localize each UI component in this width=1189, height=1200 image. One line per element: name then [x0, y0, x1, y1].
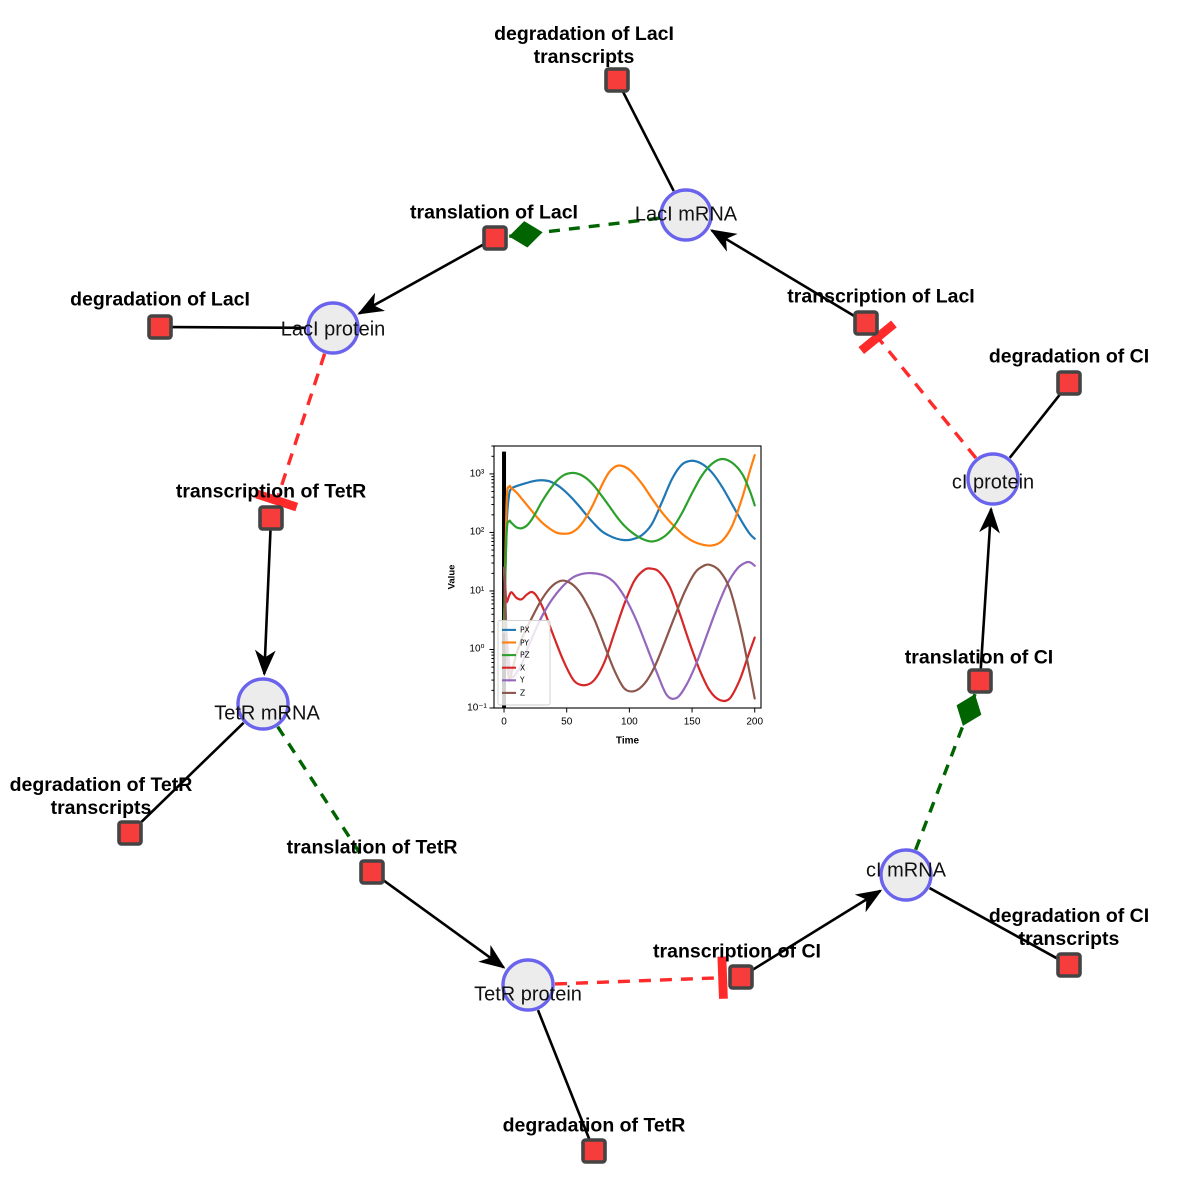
reaction-node-tx_laci[interactable]: [853, 310, 879, 336]
edge-activation: [276, 725, 367, 863]
chart-legend-label-PZ: PZ: [520, 650, 530, 660]
reaction-node-deg_ci_tx[interactable]: [1056, 952, 1082, 978]
edge-layer: [137, 90, 1063, 1141]
chart-legend-label-PY: PY: [520, 638, 529, 647]
species-node-tetr_mrna[interactable]: [236, 677, 290, 731]
edge-flux: [380, 877, 506, 969]
chart-ylabel: Value: [446, 564, 458, 590]
edge-flux: [979, 506, 1000, 670]
reaction-node-deg_tetr_tx[interactable]: [117, 820, 143, 846]
reaction-node-transl_ci[interactable]: [967, 668, 993, 694]
chart-legend-label-X: X: [520, 663, 526, 673]
chart-legend-label-Z: Z: [520, 688, 526, 698]
reaction-node-deg_tetr[interactable]: [581, 1138, 607, 1164]
edge-flux: [171, 325, 307, 330]
species-node-laci_mrna[interactable]: [659, 188, 713, 242]
species-node-tetr_prot[interactable]: [501, 958, 555, 1012]
edge-activation: [508, 216, 660, 248]
chart-series-PX: [502, 459, 756, 633]
edge-flux: [1008, 391, 1063, 459]
edge-flux: [750, 889, 883, 972]
species-node-laci_prot[interactable]: [306, 301, 360, 355]
chart-series-X: [502, 566, 756, 703]
reaction-node-deg_laci[interactable]: [147, 314, 173, 340]
chart-series-PZ: [502, 457, 756, 633]
chart-legend-label-Y: Y: [520, 675, 525, 685]
chart-legend-label-PX: PX: [520, 625, 530, 635]
species-node-ci_prot[interactable]: [966, 452, 1020, 506]
reaction-node-transl_laci[interactable]: [482, 225, 508, 251]
reaction-node-deg_ci[interactable]: [1056, 370, 1082, 396]
edge-flux: [137, 721, 245, 826]
edge-inhibition: [554, 956, 728, 999]
edge-flux: [621, 90, 675, 192]
edge-activation: [914, 693, 982, 851]
chart-xtick-4: 200: [746, 716, 764, 728]
chart-ytick-1: 10⁰: [469, 643, 485, 655]
chart-xlabel: Time: [615, 735, 640, 747]
edge-inhibition: [255, 353, 327, 512]
chart-ytick-3: 10²: [469, 526, 485, 538]
chart-series-PY: [502, 453, 756, 633]
chart-xtick-3: 150: [683, 716, 701, 728]
inset-timecourse-chart: PX PY PZ X Y Z 0 50 100 150 200 10⁻¹ 10⁰ 10¹ 10² 10³ Tim…: [440, 430, 780, 760]
chart-xtick-1: 50: [561, 716, 573, 728]
edge-flux: [929, 886, 1060, 961]
reaction-node-transl_tetr[interactable]: [359, 859, 385, 885]
edge-flux: [357, 242, 486, 315]
edge-flux: [709, 229, 857, 318]
chart-ytick-4: 10³: [469, 468, 485, 480]
edge-flux: [254, 529, 276, 677]
chart-ytick-0: 10⁻¹: [467, 702, 487, 714]
reaction-node-deg_laci_tx[interactable]: [604, 67, 630, 93]
reaction-node-tx_ci[interactable]: [728, 964, 754, 990]
node-layer: [117, 67, 1082, 1164]
edge-flux: [536, 1009, 591, 1141]
reaction-node-tx_tetr[interactable]: [258, 505, 284, 531]
chart-ytick-2: 10¹: [469, 585, 485, 597]
chart-xtick-2: 100: [621, 716, 638, 728]
species-node-ci_mrna[interactable]: [879, 848, 933, 902]
chart-xtick-0: 0: [501, 716, 507, 728]
edge-inhibition: [858, 320, 978, 460]
